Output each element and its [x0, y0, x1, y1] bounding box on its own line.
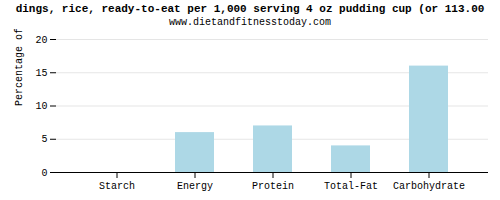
- svg-text:Percentage of RDH (%): Percentage of RDH (%): [14, 29, 25, 106]
- svg-text:10: 10: [35, 101, 47, 112]
- svg-text:Protein: Protein: [252, 181, 294, 192]
- svg-text:20: 20: [35, 35, 47, 46]
- svg-text:Carbohydrate: Carbohydrate: [393, 181, 465, 192]
- html-text:dings, rice, ready-to-eat per: dings, rice, ready-to-eat per 1,000 serv…: [15, 3, 485, 15]
- svg-text:0: 0: [41, 168, 47, 179]
- svg-text:Starch: Starch: [99, 181, 135, 192]
- svg-text:Energy: Energy: [177, 181, 213, 192]
- svg-text:15: 15: [35, 68, 47, 79]
- svg-text:Total-Fat: Total-Fat: [324, 181, 378, 192]
- html-text:www.dietandfitnesstoday.com: www.dietandfitnesstoday.com: [169, 17, 331, 28]
- svg-text:5: 5: [41, 134, 47, 145]
